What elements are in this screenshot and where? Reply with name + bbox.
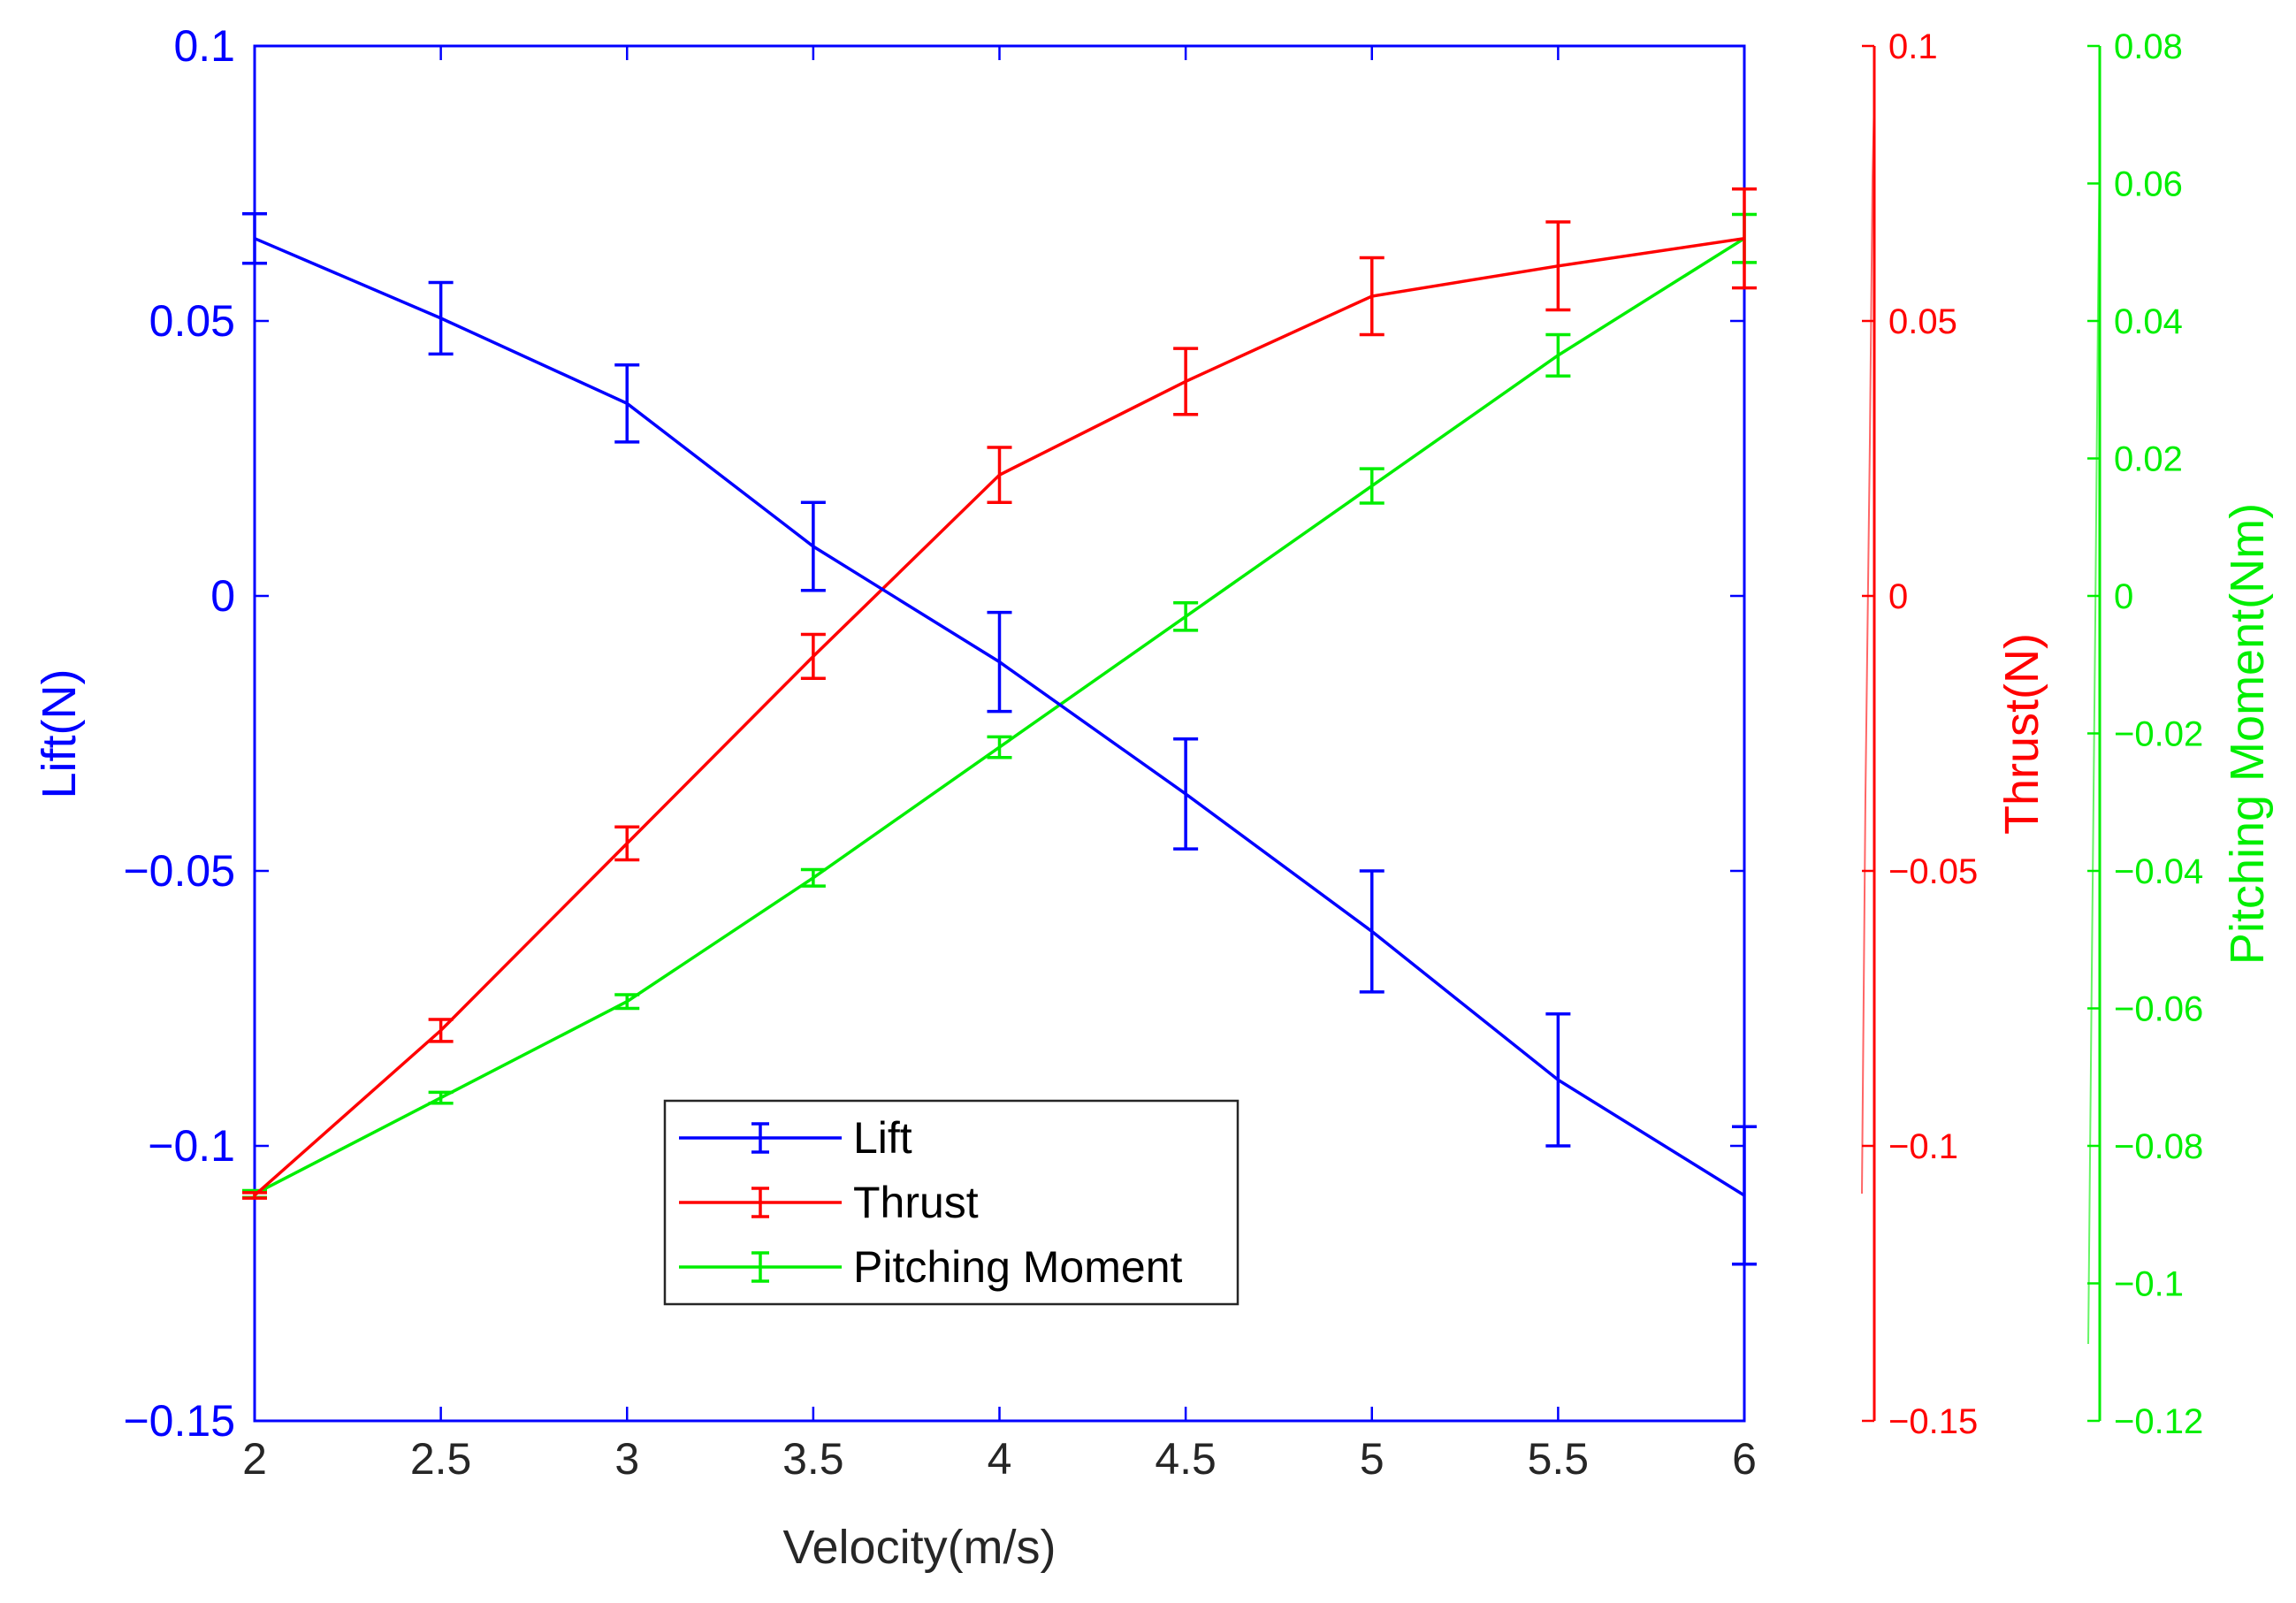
lift-error-bar [614,363,640,444]
moment-axis-artifact [2087,141,2101,1345]
lift-tick-label: −0.1 [148,1121,235,1171]
moment-tick-label: −0.04 [2114,852,2203,891]
x-tick-label: 3.5 [782,1434,844,1484]
thrust-tick-label: −0.1 [1888,1127,1958,1166]
lift-tick-label: 0 [210,571,235,621]
lift-error-bar [1173,737,1199,851]
thrust-tick-label: 0.05 [1888,302,1957,341]
moment-tick-label: −0.02 [2114,715,2203,754]
moment-tick-label: −0.08 [2114,1127,2203,1166]
thrust-tick-label: −0.05 [1888,852,1978,891]
x-tick-label: 3 [614,1434,639,1484]
moment-tick-label: −0.1 [2114,1265,2184,1304]
lift-error-bar [242,211,267,265]
thrust-series [242,187,1757,1200]
thrust-error-bar [1173,347,1199,416]
moment-tick-label: 0 [2114,577,2133,616]
lift-tick-label: −0.15 [123,1396,235,1446]
legend-label-lift: Lift [853,1113,912,1163]
x-tick-label: 6 [1732,1434,1757,1484]
thrust-error-bar [1732,187,1757,290]
thrust-axis-artifact [1861,96,1875,1195]
thrust-axis-title: Thrust(N) [1995,633,2048,835]
lift-error-bar [1359,869,1384,994]
moment-tick-label: 0.04 [2114,302,2183,341]
lift-error-bar [1545,1011,1571,1148]
lift-error-bar [1732,1125,1757,1266]
pitching-moment-error-bar [614,993,640,1011]
lift-tick-label: −0.05 [123,846,235,896]
x-tick-label: 5 [1360,1434,1384,1484]
pitching-moment-error-bar [1359,467,1384,505]
legend: Lift Thrust Pitching Moment [663,1099,1240,1306]
x-axis-title: Velocity(m/s) [782,1521,1056,1574]
x-tick-label: 2.5 [410,1434,472,1484]
thrust-error-bar [1545,220,1571,312]
lift-error-bar [987,610,1012,714]
thrust-error-bar [428,1018,454,1043]
pitching-moment-error-bar [428,1090,454,1105]
thrust-error-bar [1359,256,1384,337]
lift-tick-label: 0.05 [149,296,235,346]
lift-series [242,211,1757,1266]
moment-tick-label: −0.12 [2114,1402,2203,1441]
moment-tick-label: 0.02 [2114,440,2183,479]
thrust-tick-label: 0 [1888,577,1908,616]
x-tick-label: 5.5 [1528,1434,1590,1484]
moment-axis-title: Pitching Moment(Nm) [2221,503,2274,965]
thrust-tick-label: 0.1 [1888,27,1938,66]
moment-tick-label: 0.06 [2114,165,2183,204]
thrust-error-bar [614,825,640,862]
pitching-moment-error-bar [1545,332,1571,378]
x-tick-label: 4 [988,1434,1012,1484]
thrust-tick-label: −0.15 [1888,1402,1978,1441]
moment-tick-label: −0.06 [2114,990,2203,1029]
lift-tick-label: 0.1 [173,21,235,71]
pitching-moment-error-bar [800,867,826,888]
pitching-moment-error-bar [1173,601,1199,632]
thrust-error-bar [242,1191,267,1200]
thrust-error-bar [987,446,1012,505]
x-tick-label: 2 [242,1434,267,1484]
moment-tick-label: 0.08 [2114,27,2183,66]
pitching-moment-error-bar [987,735,1012,760]
lift-axis-title: Lift(N) [33,669,86,799]
x-tick-label: 4.5 [1155,1434,1217,1484]
thrust-error-bar [800,632,826,681]
legend-label-thrust: Thrust [853,1178,979,1227]
lift-error-bar [428,280,454,356]
legend-label-pitching-moment: Pitching Moment [853,1242,1182,1292]
lift-error-bar [800,500,826,592]
